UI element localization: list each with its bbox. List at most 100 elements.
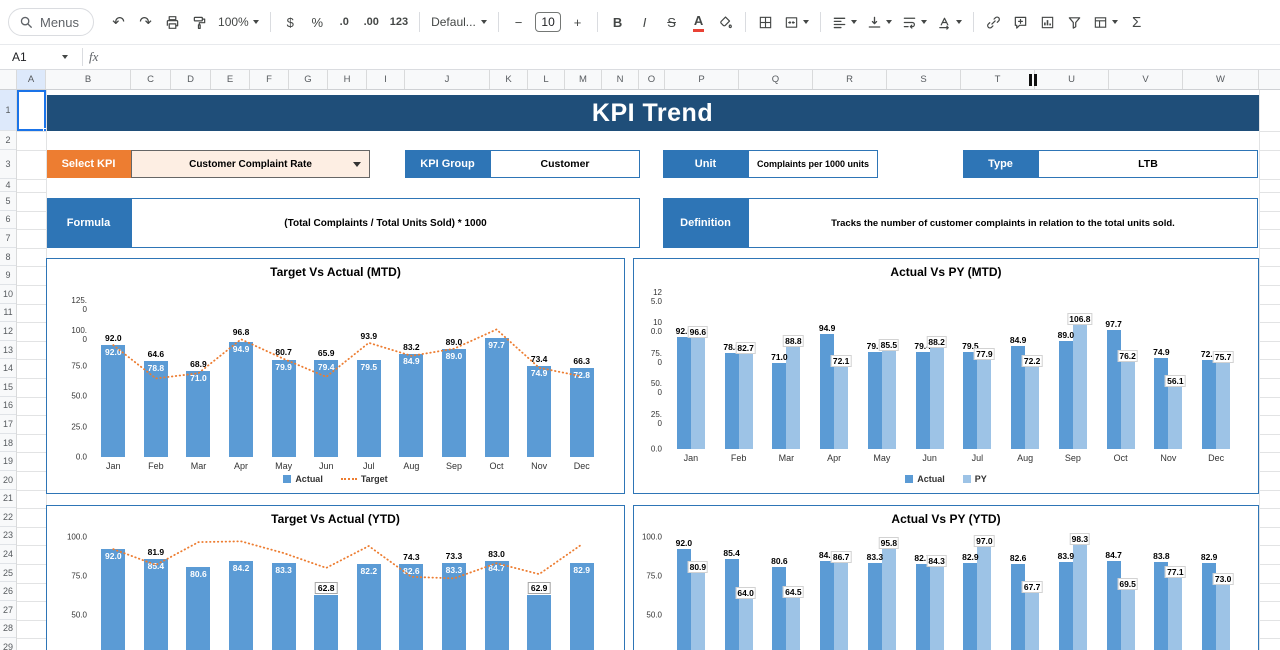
insert-link-button[interactable]	[981, 9, 1006, 35]
chart-actual-vs-py-mtd[interactable]: Actual Vs PY (MTD)0.025.050.075.0100.012…	[633, 258, 1259, 494]
column-header-H[interactable]: H	[328, 70, 367, 89]
create-filter-button[interactable]	[1062, 9, 1087, 35]
frozen-columns-handle[interactable]	[1029, 74, 1037, 86]
row-header-5[interactable]: 5	[0, 192, 16, 211]
format-currency-button[interactable]: $	[278, 9, 303, 35]
column-header-Q[interactable]: Q	[739, 70, 813, 89]
row-header-10[interactable]: 10	[0, 285, 16, 304]
chart-actual-vs-py-ytd[interactable]: Actual Vs PY (YTD)0.025.050.075.0100.092…	[633, 505, 1259, 650]
increase-font-size-button[interactable]: +	[565, 9, 590, 35]
select-all-corner[interactable]	[0, 70, 17, 89]
name-box[interactable]: A1	[4, 50, 76, 64]
column-header-T[interactable]: T	[961, 70, 1035, 89]
undo-button[interactable]: ↶	[106, 9, 131, 35]
row-header-9[interactable]: 9	[0, 266, 16, 285]
column-header-W[interactable]: W	[1183, 70, 1259, 89]
column-header-M[interactable]: M	[565, 70, 602, 89]
text-rotation-button[interactable]	[933, 9, 966, 35]
column-header-I[interactable]: I	[367, 70, 405, 89]
column-header-E[interactable]: E	[211, 70, 250, 89]
merge-cells-button[interactable]	[780, 9, 813, 35]
insert-comment-button[interactable]	[1008, 9, 1033, 35]
sheet-cells[interactable]: KPI Trend Select KPI Customer Complaint …	[0, 90, 1280, 650]
row-header-24[interactable]: 24	[0, 545, 16, 564]
formula-value[interactable]: (Total Complaints / Total Units Sold) * …	[131, 198, 640, 248]
column-header-D[interactable]: D	[171, 70, 211, 89]
insert-chart-button[interactable]	[1035, 9, 1060, 35]
column-header-L[interactable]: L	[528, 70, 565, 89]
menus-button[interactable]: Menus	[8, 8, 94, 36]
horizontal-align-button[interactable]	[828, 9, 861, 35]
column-header-K[interactable]: K	[490, 70, 528, 89]
column-header-B[interactable]: B	[46, 70, 131, 89]
column-header-P[interactable]: P	[665, 70, 739, 89]
decrease-font-size-button[interactable]: −	[506, 9, 531, 35]
borders-button[interactable]	[753, 9, 778, 35]
increase-decimal-button[interactable]: .00	[359, 9, 384, 35]
text-wrap-button[interactable]	[898, 9, 931, 35]
sheet-views-button[interactable]	[1089, 9, 1122, 35]
row-header-6[interactable]: 6	[0, 211, 16, 230]
print-button[interactable]	[160, 9, 185, 35]
row-header-22[interactable]: 22	[0, 508, 16, 527]
chart-target-vs-actual-ytd[interactable]: Target Vs Actual (YTD)0.025.050.075.0100…	[46, 505, 625, 650]
row-header-26[interactable]: 26	[0, 582, 16, 601]
actual-bar-Aug	[399, 564, 423, 650]
row-header-14[interactable]: 14	[0, 359, 16, 378]
row-header-17[interactable]: 17	[0, 415, 16, 434]
bold-button[interactable]: B	[605, 9, 630, 35]
type-value[interactable]: LTB	[1038, 150, 1258, 178]
zoom-dropdown[interactable]: 100%	[214, 9, 263, 35]
functions-button[interactable]: Σ	[1124, 9, 1149, 35]
column-header-A[interactable]: A	[17, 70, 46, 89]
decrease-decimal-button[interactable]: .0	[332, 9, 357, 35]
row-header-2[interactable]: 2	[0, 131, 16, 150]
row-header-25[interactable]: 25	[0, 564, 16, 583]
row-header-18[interactable]: 18	[0, 434, 16, 453]
unit-value[interactable]: Complaints per 1000 units	[748, 150, 878, 178]
row-header-23[interactable]: 23	[0, 527, 16, 546]
column-header-O[interactable]: O	[639, 70, 665, 89]
vertical-align-button[interactable]	[863, 9, 896, 35]
row-header-1[interactable]: 1	[0, 90, 16, 131]
row-header-20[interactable]: 20	[0, 471, 16, 490]
column-header-F[interactable]: F	[250, 70, 289, 89]
redo-button[interactable]: ↷	[133, 9, 158, 35]
column-header-N[interactable]: N	[602, 70, 639, 89]
font-size-input[interactable]: 10	[535, 12, 561, 32]
text-color-button[interactable]: A	[686, 9, 711, 35]
font-family-dropdown[interactable]: Defaul...	[427, 9, 491, 35]
row-header-16[interactable]: 16	[0, 397, 16, 416]
row-header-11[interactable]: 11	[0, 304, 16, 323]
row-header-13[interactable]: 13	[0, 341, 16, 360]
select-kpi-dropdown[interactable]: Customer Complaint Rate	[131, 150, 370, 178]
row-header-8[interactable]: 8	[0, 248, 16, 267]
more-formats-button[interactable]: 123	[386, 9, 412, 35]
gridline	[17, 601, 46, 602]
format-percent-button[interactable]: %	[305, 9, 330, 35]
row-header-19[interactable]: 19	[0, 452, 16, 471]
chart-target-vs-actual-mtd[interactable]: Target Vs Actual (MTD)0.025.050.075.0100…	[46, 258, 625, 494]
strikethrough-button[interactable]: S	[659, 9, 684, 35]
fill-color-button[interactable]	[713, 9, 738, 35]
row-header-21[interactable]: 21	[0, 490, 16, 509]
row-header-7[interactable]: 7	[0, 229, 16, 248]
row-header-27[interactable]: 27	[0, 601, 16, 620]
column-header-J[interactable]: J	[405, 70, 490, 89]
paint-format-button[interactable]	[187, 9, 212, 35]
italic-button[interactable]: I	[632, 9, 657, 35]
row-header-29[interactable]: 29	[0, 638, 16, 650]
column-header-V[interactable]: V	[1109, 70, 1183, 89]
column-header-U[interactable]: U	[1035, 70, 1109, 89]
definition-value[interactable]: Tracks the number of customer complaints…	[748, 198, 1258, 248]
row-header-4[interactable]: 4	[0, 179, 16, 192]
column-header-G[interactable]: G	[289, 70, 328, 89]
row-header-12[interactable]: 12	[0, 322, 16, 341]
row-header-28[interactable]: 28	[0, 620, 16, 639]
column-header-S[interactable]: S	[887, 70, 961, 89]
row-header-15[interactable]: 15	[0, 378, 16, 397]
column-header-C[interactable]: C	[131, 70, 171, 89]
row-header-3[interactable]: 3	[0, 150, 16, 179]
kpi-group-value[interactable]: Customer	[490, 150, 640, 178]
column-header-R[interactable]: R	[813, 70, 887, 89]
